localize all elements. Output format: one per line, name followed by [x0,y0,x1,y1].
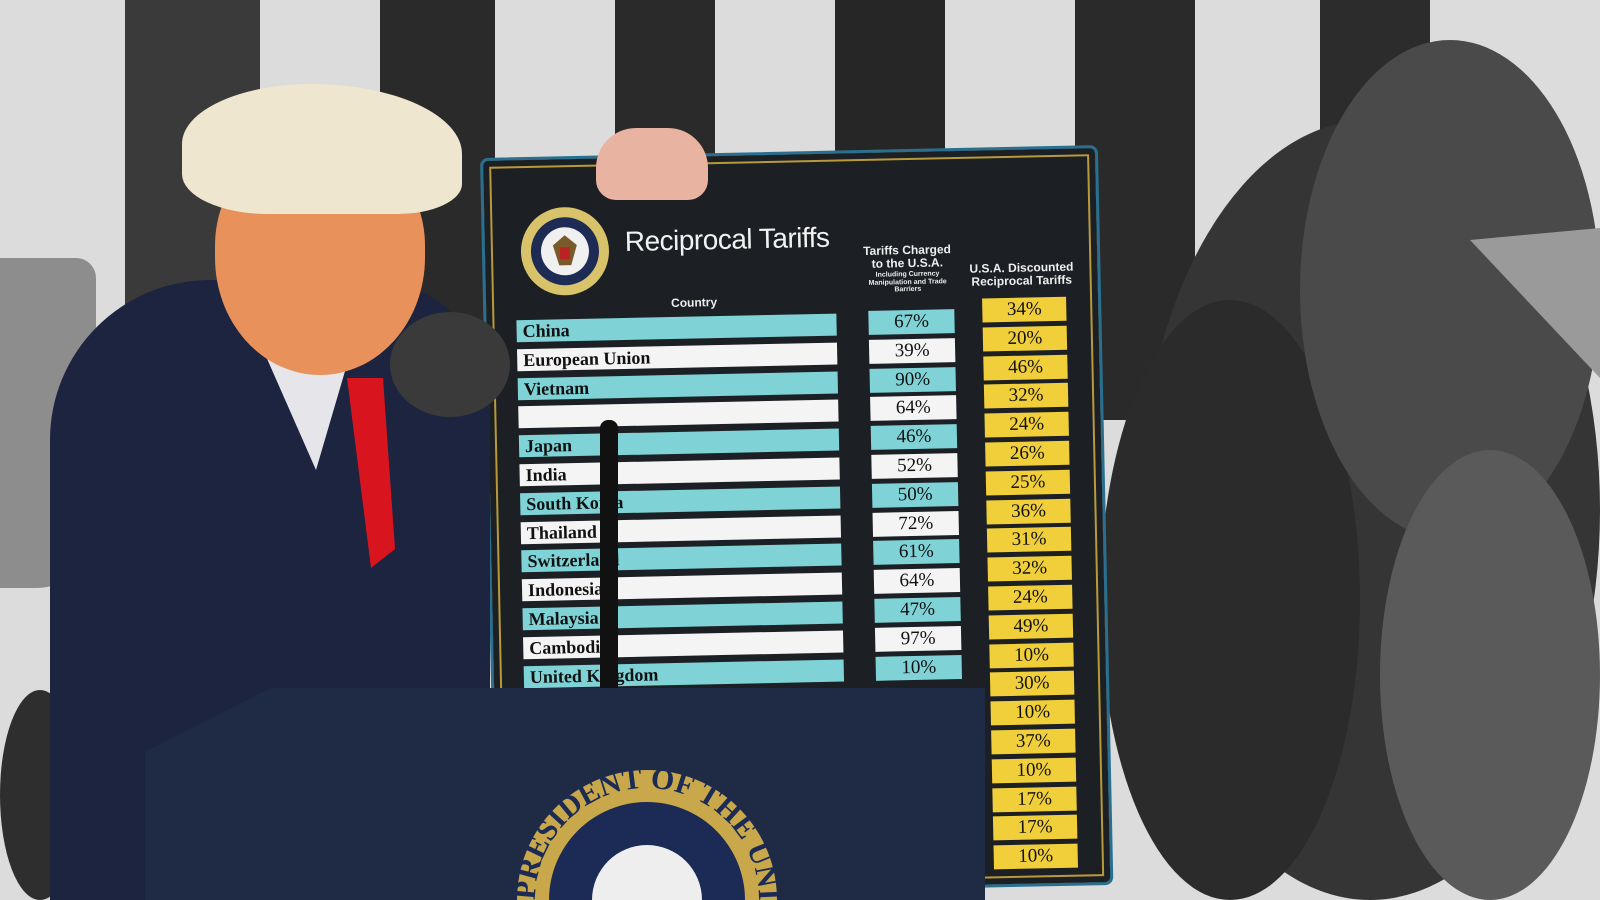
charged-cell: 90% [869,366,956,393]
country-row: United Kingdom [523,659,845,688]
discounted-cell: 26% [985,440,1070,467]
discounted-cell: 30% [989,671,1075,697]
charged-cell: 64% [873,568,961,595]
charged-cell: 46% [870,424,958,451]
charged-cell: 39% [868,337,956,364]
country-header: Country [670,295,718,311]
tariff-board: Reciprocal Tariffs Country Tariffs Charg… [480,145,1114,898]
discounted-cell: 20% [982,325,1068,352]
country-row: Vietnam [517,371,839,400]
charged-cell: 64% [870,395,957,422]
discounted-cell: 25% [985,469,1071,496]
discounted-cell: 24% [984,411,1069,438]
discounted-cell: 17% [992,815,1078,841]
country-row: Switzerland [521,543,842,573]
discounted-cell: 32% [983,383,1069,409]
microphone-stand [600,420,618,700]
board-title: Reciprocal Tariffs [624,221,830,257]
discounted-cell: 31% [986,527,1072,553]
country-row: Japan [518,428,840,458]
charged-cell: 47% [874,597,961,623]
discounted-header: U.S.A. Discounted Reciprocal Tariffs [969,259,1074,289]
hand [596,128,708,200]
charged-cell: 10% [875,654,963,681]
charged-cell: 72% [872,510,959,537]
country-row: China [516,313,837,343]
microphone [390,312,510,417]
discounted-cell: 24% [988,584,1073,611]
country-row: South Korea [520,486,841,516]
discounted-cell: 37% [991,728,1076,755]
discounted-cell: 36% [986,498,1071,525]
country-row [518,399,839,429]
country-row: Malaysia [522,601,843,631]
presidential-seal-icon [520,207,609,296]
podium-seal-icon: PRESIDENT OF THE UNITED STATES [515,765,780,900]
discounted-cell: 10% [990,699,1075,726]
charged-subheader: Including Currency Manipulation and Trad… [868,270,947,294]
country-row: Cambodia [523,630,844,659]
charged-cell: 61% [873,539,960,566]
charged-cell: 50% [871,481,959,508]
discounted-cell: 46% [983,354,1068,381]
discounted-cell: 49% [988,613,1074,640]
discounted-cell: 34% [982,296,1067,323]
country-row: Indonesia [521,572,843,602]
charged-header-block: Tariffs Charged to the U.S.A. Including … [857,242,958,294]
charged-cell: 67% [868,309,955,335]
charged-cell: 52% [871,453,958,479]
charged-cell: 97% [874,625,962,652]
charged-header: Tariffs Charged to the U.S.A. [862,242,952,271]
discounted-cell: 17% [992,786,1077,812]
country-row: Thailand [520,515,842,544]
discounted-cell: 10% [993,843,1078,870]
discounted-cell: 10% [989,642,1074,669]
discounted-cell: 32% [987,555,1072,582]
hair [182,84,462,214]
country-row: European Union [517,342,838,372]
discounted-cell: 10% [991,757,1077,784]
country-row: India [519,457,840,487]
